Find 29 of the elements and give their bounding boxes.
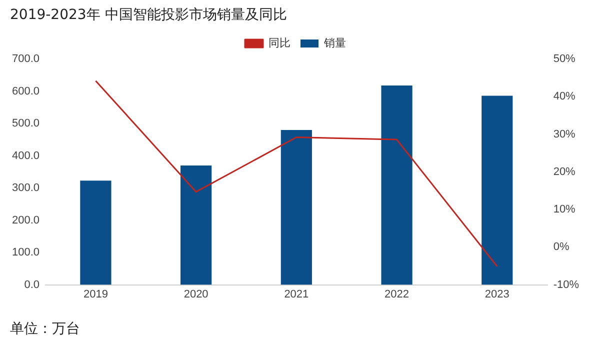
text: 单位：万台 <box>10 320 80 338</box>
bar <box>381 85 412 285</box>
y2-tick-label: 40% <box>553 90 576 103</box>
bar <box>180 165 212 285</box>
x-tick-label: 2022 <box>384 288 410 300</box>
legend-label: 销量 <box>323 38 346 50</box>
bar <box>80 180 112 285</box>
y2-tick-label: 20% <box>553 166 576 178</box>
x-tick-label: 2023 <box>484 288 510 300</box>
y-tick-label: 200.0 <box>12 214 40 226</box>
x-tick-label: 2019 <box>83 288 108 300</box>
x-tick-label: 2021 <box>284 288 309 300</box>
bar <box>280 130 312 285</box>
y2-tick-label: 10% <box>553 204 576 216</box>
y-tick-label: 700.0 <box>12 53 40 66</box>
y-tick-label: 100.0 <box>12 246 40 259</box>
y2-tick-label: 50% <box>553 53 576 66</box>
x-tick-label: 2020 <box>184 288 208 300</box>
y-tick-label: 400.0 <box>12 150 40 162</box>
y-tick-label: 300.0 <box>12 182 40 194</box>
y2-tick-label: 30% <box>553 128 576 140</box>
chart-title: 2019-2023年 中国智能投影市场销量及同比 <box>10 6 287 24</box>
y-tick-label: 0.0 <box>24 278 40 291</box>
bar <box>482 96 513 285</box>
y-tick-label: 600.0 <box>12 85 40 98</box>
y2-tick-label: -10% <box>553 278 580 291</box>
y-tick-label: 500.0 <box>12 118 40 130</box>
legend-label: 同比 <box>268 36 290 50</box>
y2-tick-label: 0% <box>553 241 570 254</box>
